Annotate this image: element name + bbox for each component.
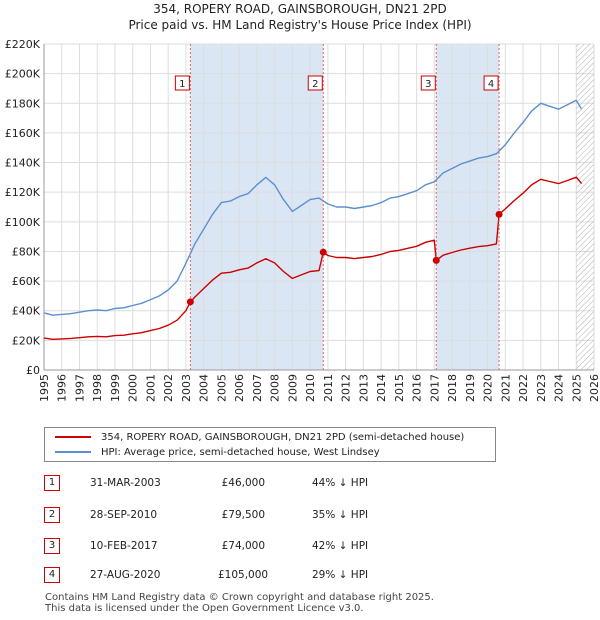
chart-subtitle: Price paid vs. HM Land Registry's House …	[128, 18, 472, 32]
legend-item-price: 354, ROPERY ROAD, GAINSBOROUGH, DN21 2PD…	[55, 431, 464, 444]
price-chart: £0 £20K £40K £60K £80K £100K £120K £140K £160K £1…	[5, 38, 600, 402]
x-tick-label: 2024	[553, 374, 566, 402]
x-tick-label: 2023	[535, 374, 548, 402]
x-tick-label: 1997	[73, 374, 86, 402]
x-tick-label: 2014	[375, 374, 388, 402]
x-tick-label: 2022	[517, 374, 530, 402]
x-tick-label: 2015	[393, 374, 406, 402]
x-tick-label: 2007	[251, 374, 264, 402]
sale-label-number: 2	[312, 79, 318, 90]
transaction-number: 3	[44, 538, 60, 554]
y-tick-label: £100K	[5, 216, 41, 229]
sale-label-box	[483, 75, 499, 91]
x-tick-label: 2000	[127, 374, 140, 402]
y-tick-label: £120K	[5, 186, 41, 199]
transaction-date: 31-MAR-2003	[90, 477, 161, 489]
sale-label-box	[174, 75, 190, 91]
x-tick-label: 2003	[180, 374, 193, 402]
y-tick-label: £220K	[5, 38, 41, 51]
legend-swatch-price	[55, 436, 91, 438]
transaction-number: 1	[44, 475, 60, 491]
transaction-number: 2	[44, 507, 60, 523]
y-tick-label: £60K	[12, 275, 41, 288]
transaction-price: £46,000	[221, 477, 265, 489]
footer-licence: This data is licensed under the Open Gov…	[45, 603, 364, 614]
table-row: 4 27-AUG-2020 £105,000 29% ↓ HPI	[0, 567, 600, 585]
legend-swatch-hpi	[55, 451, 91, 453]
x-tick-label: 2020	[482, 374, 495, 402]
transaction-hpi-diff: 29% ↓ HPI	[312, 569, 369, 581]
x-tick-label: 1996	[56, 374, 69, 402]
x-tick-label: 2012	[340, 374, 353, 402]
legend: 354, ROPERY ROAD, GAINSBOROUGH, DN21 2PD…	[44, 427, 496, 462]
sale-label-box	[307, 75, 323, 91]
x-tick-label: 1995	[38, 374, 51, 402]
transaction-date: 27-AUG-2020	[90, 569, 161, 581]
legend-item-hpi: HPI: Average price, semi-detached house,…	[55, 446, 380, 459]
x-tick-label: 2010	[304, 374, 317, 402]
y-tick-label: £0	[26, 364, 40, 377]
x-tick-label: 2008	[269, 374, 282, 402]
transaction-date: 28-SEP-2010	[90, 509, 158, 521]
x-tick-label: 2013	[357, 374, 370, 402]
y-tick-label: £80K	[12, 245, 41, 258]
footer-copyright: Contains HM Land Registry data © Crown c…	[45, 592, 434, 603]
sale-label-box	[420, 75, 436, 91]
table-row: 2 28-SEP-2010 £79,500 35% ↓ HPI	[0, 507, 600, 525]
transaction-hpi-diff: 42% ↓ HPI	[312, 540, 369, 552]
transaction-price: £105,000	[218, 569, 269, 581]
price-paid-line	[43, 176, 583, 340]
x-tick-label: 2021	[499, 374, 512, 402]
transaction-number: 4	[44, 567, 60, 583]
sale-label-number: 3	[425, 79, 431, 90]
y-tick-label: £140K	[5, 157, 41, 170]
forecast-hatch	[576, 44, 594, 370]
x-tick-label: 2001	[144, 374, 157, 402]
y-tick-label: £20K	[12, 334, 41, 347]
transaction-price: £74,000	[221, 540, 265, 552]
transaction-hpi-diff: 44% ↓ HPI	[312, 477, 369, 489]
x-tick-label: 2017	[428, 374, 441, 402]
x-tick-label: 2026	[588, 374, 600, 402]
chart-title: 354, ROPERY ROAD, GAINSBOROUGH, DN21 2PD	[153, 2, 447, 16]
y-tick-label: £160K	[5, 127, 41, 140]
sale-label-number: 1	[179, 79, 185, 90]
ownership-band	[436, 44, 500, 370]
x-tick-label: 2025	[570, 374, 583, 402]
transaction-hpi-diff: 35% ↓ HPI	[312, 509, 369, 521]
sale-point	[186, 298, 194, 306]
x-tick-label: 2004	[198, 374, 211, 402]
transaction-price: £79,500	[221, 509, 265, 521]
x-tick-label: 2018	[446, 374, 459, 402]
x-tick-label: 1999	[109, 374, 122, 402]
legend-label-price: 354, ROPERY ROAD, GAINSBOROUGH, DN21 2PD…	[101, 432, 465, 443]
x-tick-label: 2006	[233, 374, 246, 402]
transaction-date: 10-FEB-2017	[90, 540, 158, 552]
y-tick-label: £40K	[12, 305, 41, 318]
y-tick-label: £180K	[5, 97, 41, 110]
sale-label-number: 4	[488, 79, 494, 90]
legend-label-hpi: HPI: Average price, semi-detached house,…	[101, 447, 380, 458]
y-tick-label: £200K	[5, 68, 41, 81]
sale-point	[432, 256, 440, 264]
table-row: 1 31-MAR-2003 £46,000 44% ↓ HPI	[0, 475, 600, 493]
x-tick-label: 2002	[162, 374, 175, 402]
x-tick-label: 2016	[411, 374, 424, 402]
x-tick-label: 2005	[215, 374, 228, 402]
x-tick-label: 1998	[91, 374, 104, 402]
x-tick-label: 2019	[464, 374, 477, 402]
sale-point	[495, 210, 503, 218]
sale-point	[319, 248, 327, 256]
x-tick-label: 2011	[322, 374, 335, 402]
hpi-line	[43, 99, 583, 316]
x-tick-label: 2009	[286, 374, 299, 402]
table-row: 3 10-FEB-2017 £74,000 42% ↓ HPI	[0, 538, 600, 556]
